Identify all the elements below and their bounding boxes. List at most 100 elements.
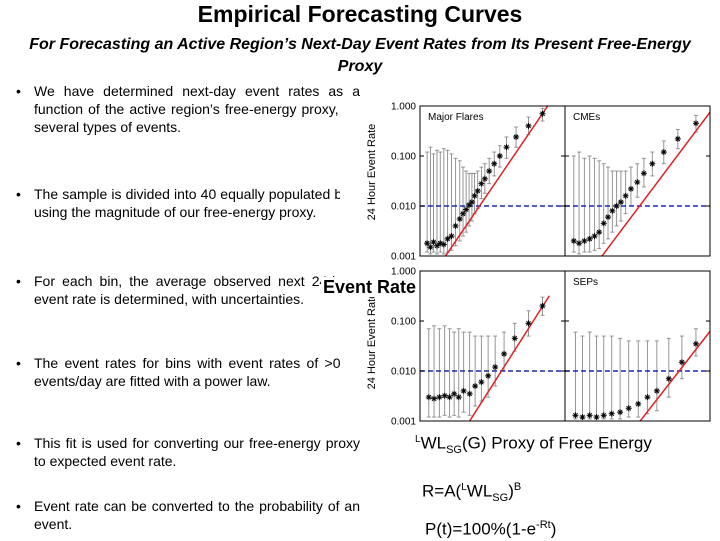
y-tick-label: 0.001 [391,417,416,427]
marker-stroke [580,414,585,420]
eq1-lhs: R=A( [422,481,462,501]
bullet-item: The event rates for bins with event rate… [14,354,360,390]
data-point [478,379,485,386]
marker-stroke [605,214,611,220]
data-point [570,237,577,244]
marker-stroke [609,411,615,417]
data-point [622,192,629,199]
marker-stroke [501,351,507,357]
marker-stroke [641,170,647,176]
y-tick-label: 1.000 [391,267,416,278]
marker-stroke [442,393,448,399]
event-rate-label: Event Rate [321,277,419,297]
fit-line [444,106,549,256]
data-point [539,110,546,117]
marker-stroke [693,341,699,347]
panel-seps: SEPs [564,270,711,422]
marker-stroke [623,193,629,199]
data-point [625,405,632,412]
eq2-base: P(t)=100%(1-e [425,519,537,539]
y-tick-label: 0.100 [391,152,416,163]
data-point [600,412,607,419]
data-point [511,335,518,342]
power-law-equation: R=A(LWLSG)B [422,476,521,509]
marker-stroke [540,303,545,309]
marker-stroke [661,149,667,155]
proxy-prefix: L [415,434,421,445]
data-point [653,387,660,394]
data-point [501,350,508,357]
data-point [627,185,634,192]
marker-stroke [427,244,433,250]
marker-stroke [526,123,531,129]
marker-stroke [475,188,481,194]
marker-stroke [693,120,699,126]
data-point [455,394,462,401]
data-point [436,394,443,401]
data-point [586,235,593,242]
data-point [665,375,672,382]
marker-stroke [601,412,607,418]
eq1-sup-l: L [461,482,467,493]
marker-stroke [437,240,443,246]
data-point [586,412,593,419]
slide-title: Empirical Forecasting Curves [197,1,523,27]
marker-stroke [592,233,598,239]
data-point [460,210,467,217]
marker-stroke [441,242,447,247]
data-point [474,187,481,194]
marker-stroke [526,320,531,326]
marker-stroke [492,364,498,370]
marker-stroke [472,383,478,389]
y-tick-label: 0.001 [391,252,416,263]
marker-stroke [449,233,454,239]
fit-line [601,111,710,256]
marker-stroke [587,412,593,418]
data-point [692,340,699,347]
marker-stroke [491,161,497,167]
eq2-close: ) [550,519,557,539]
panel-frame [564,270,711,422]
data-point [491,160,498,167]
fit-line [469,295,550,421]
data-point [692,120,699,127]
marker-stroke [596,229,602,235]
panel-title: SEPs [573,277,598,288]
data-point [513,133,520,140]
data-point [644,394,651,401]
data-point [441,392,448,399]
data-point [640,170,647,177]
marker-stroke [426,394,432,400]
marker-stroke [572,412,578,418]
marker-stroke [445,236,451,242]
data-point [463,206,470,213]
data-point [613,203,620,209]
data-point [608,410,615,417]
data-point [466,390,473,397]
marker-stroke [649,161,655,167]
data-point [481,175,488,182]
panel-plot-area [420,106,565,256]
marker-stroke [453,223,459,229]
data-point [444,235,451,242]
data-point [472,383,479,390]
marker-stroke [436,394,442,400]
data-point [485,372,492,379]
marker-stroke [617,409,623,415]
marker-stroke [451,391,457,397]
marker-stroke [618,199,624,205]
data-point [460,387,467,394]
marker-stroke [628,186,634,192]
data-point [471,192,478,199]
panel-plot-area [420,295,565,421]
y-tick-label: 0.010 [391,202,416,213]
marker-stroke [486,168,492,174]
data-point [425,394,432,401]
marker-stroke [571,238,577,244]
data-point [452,222,459,229]
marker-stroke [513,134,519,140]
data-point [600,220,607,227]
marker-stroke [644,394,650,400]
marker-stroke [587,236,593,242]
y-tick-label: 0.100 [391,317,416,328]
